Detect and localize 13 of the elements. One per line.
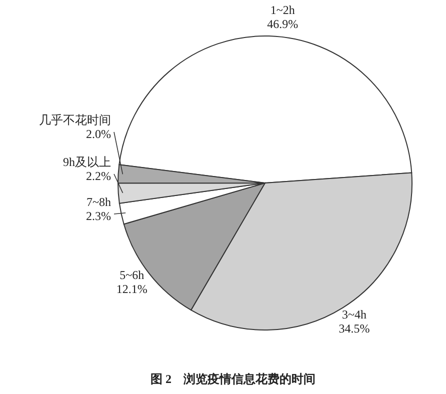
slice-label: 5~6h — [120, 268, 144, 282]
slice-label: 3~4h — [342, 307, 367, 322]
data-label: 2.3% — [86, 209, 111, 223]
slice-label: 1~2h — [270, 3, 295, 17]
slice-label: 7~8h — [86, 195, 111, 209]
data-label: 46.9% — [267, 17, 298, 31]
data-label: 34.5% — [338, 321, 370, 336]
slice-label: 9h及以上 — [63, 155, 111, 169]
data-label: 12.1% — [116, 282, 148, 296]
text: 图 2 浏览疫情信息花费的时间 — [150, 372, 316, 386]
data-label: 2.0% — [86, 127, 111, 141]
slice-label: 几乎不花时间 — [39, 113, 111, 127]
data-label: 2.2% — [86, 169, 111, 183]
